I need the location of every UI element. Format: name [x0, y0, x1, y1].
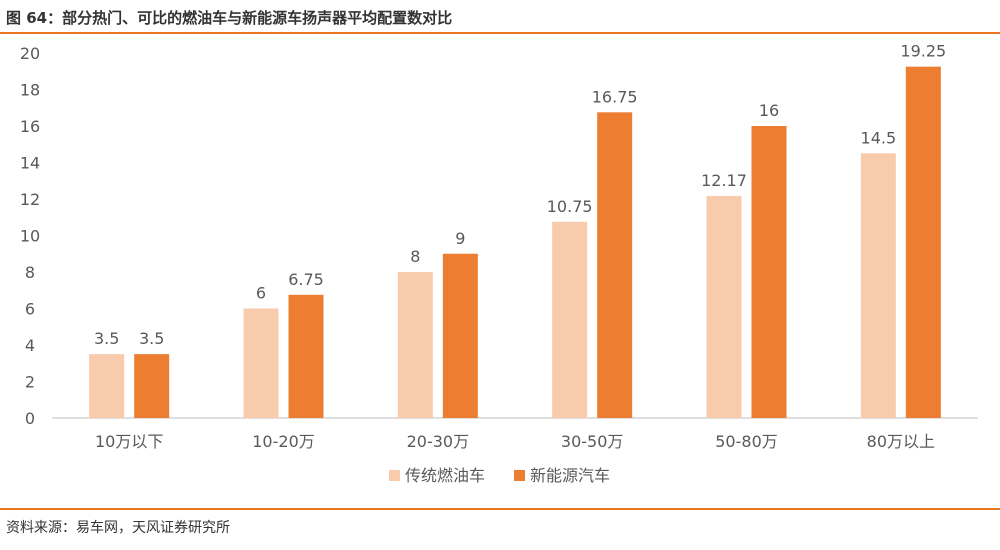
- nev-bar: [597, 112, 633, 418]
- data-label: 16.75: [592, 87, 638, 106]
- data-label: 6: [256, 284, 266, 303]
- fuel-car-bar: [706, 195, 742, 418]
- y-tick-label: 12: [20, 190, 40, 209]
- data-label: 16: [759, 101, 779, 120]
- x-axis: 10万以下 10-20万 20-30万 30-50万 50-80万 80万以上: [52, 417, 978, 451]
- y-axis: 0 2 4 6 8 10 12 14 16 18 20: [20, 44, 40, 428]
- footer-divider: [0, 508, 1000, 510]
- y-tick-label: 20: [20, 44, 40, 63]
- fuel-car-bar: [397, 272, 433, 418]
- nev-bar: [442, 253, 478, 418]
- data-label: 19.25: [900, 42, 946, 61]
- nev-bar: [905, 66, 941, 418]
- legend-swatch-nev: [514, 470, 525, 481]
- data-label: 6.75: [288, 270, 324, 289]
- fuel-car-bar: [243, 308, 279, 418]
- data-label: 3.5: [94, 329, 119, 348]
- nev-bar: [751, 126, 787, 418]
- bars: 3.5 3.5 6 6.75 8 9 10.75 16.75 12.17 16 14.5 19.25: [89, 42, 946, 418]
- x-tick-label: 10-20万: [252, 432, 315, 451]
- y-tick-label: 10: [20, 227, 40, 246]
- x-tick-label: 20-30万: [407, 432, 470, 451]
- legend-swatch-fuel: [389, 470, 400, 481]
- x-tick-label: 30-50万: [561, 432, 624, 451]
- data-label: 3.5: [139, 329, 164, 348]
- y-tick-label: 0: [25, 409, 35, 428]
- x-tick-label: 80万以上: [867, 432, 935, 451]
- y-tick-label: 6: [25, 300, 35, 319]
- fuel-car-bar: [860, 153, 896, 418]
- nev-bar: [134, 354, 170, 418]
- y-tick-label: 4: [25, 336, 35, 355]
- chart-title: 图 64：部分热门、可比的燃油车与新能源车扬声器平均配置数对比: [6, 9, 453, 27]
- data-label: 10.75: [547, 197, 593, 216]
- y-tick-label: 18: [20, 81, 40, 100]
- y-tick-label: 2: [25, 373, 35, 392]
- nev-bar: [288, 294, 324, 418]
- y-tick-label: 14: [20, 154, 40, 173]
- y-tick-label: 8: [25, 263, 35, 282]
- x-tick-label: 10万以下: [95, 432, 163, 451]
- data-label: 9: [455, 229, 465, 248]
- x-tick-label: 50-80万: [715, 432, 778, 451]
- title-divider: [0, 32, 1000, 34]
- legend: 传统燃油车 新能源汽车: [389, 466, 610, 485]
- legend-label: 传统燃油车: [405, 466, 485, 485]
- y-tick-label: 16: [20, 117, 40, 136]
- source-note: 资料来源：易车网，天风证券研究所: [6, 520, 230, 536]
- fuel-car-bar: [89, 354, 125, 418]
- data-label: 8: [410, 247, 420, 266]
- legend-label: 新能源汽车: [530, 466, 610, 485]
- data-label: 14.5: [861, 128, 897, 147]
- fuel-car-bar: [552, 221, 588, 418]
- data-label: 12.17: [701, 171, 747, 190]
